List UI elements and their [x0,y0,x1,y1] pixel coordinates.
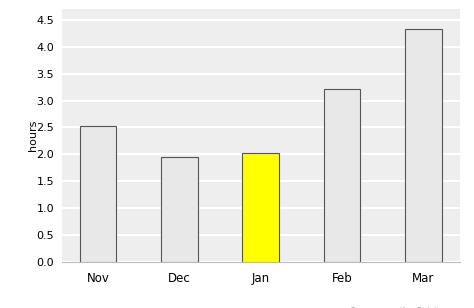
Bar [242,153,279,262]
Bar [324,89,360,262]
Y-axis label: hours: hours [28,120,38,151]
Bar [161,157,198,262]
Text: © www.weather2visit.com: © www.weather2visit.com [349,307,460,308]
Bar [405,29,442,262]
Bar [80,126,116,262]
